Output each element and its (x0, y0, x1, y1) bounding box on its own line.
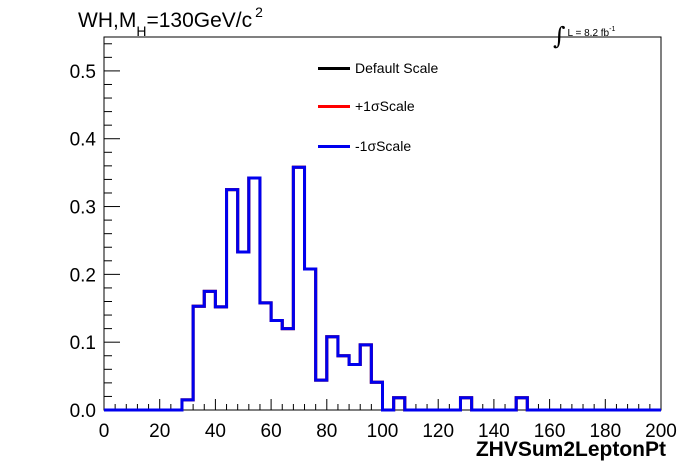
x-axis: 0 20 40 60 80 100 120 140 160 180 200 (99, 399, 677, 442)
plot-frame (103, 36, 662, 411)
y-tick-label: 0.1 (70, 333, 96, 354)
title-subscript: H (136, 23, 147, 39)
x-axis-label: ZHVSum2LeptonPt (475, 438, 666, 461)
y-tick-label: 0.3 (70, 198, 96, 219)
y-tick-label: 0.5 (70, 62, 96, 83)
legend-item-minus-sigma: -1σScale (318, 136, 411, 156)
x-tick-label: 120 (422, 421, 454, 442)
histogram-series (104, 165, 661, 412)
x-tick-label: 100 (367, 421, 399, 442)
plot-title: WH,MH=130GeV/c 2 (78, 4, 263, 39)
y-tick-label: 0.0 (70, 401, 96, 422)
legend-label-minus-sigma: -1σScale (355, 138, 412, 154)
x-tick-label: 20 (149, 421, 170, 442)
x-tick-label: 60 (261, 421, 282, 442)
title-prefix: WH,M (78, 9, 137, 32)
legend-swatch-plus-sigma (318, 104, 350, 108)
x-tick-label: 80 (316, 421, 337, 442)
integral-symbol: ∫ (553, 22, 566, 50)
legend-item-plus-sigma: +1σScale (318, 96, 415, 116)
series-line-2 (104, 165, 661, 412)
legend-swatch-minus-sigma (318, 144, 350, 148)
x-tick-label: 140 (478, 421, 510, 442)
x-tick-label: 200 (645, 421, 677, 442)
x-tick-label: 40 (205, 421, 226, 442)
legend-item-default: Default Scale (318, 58, 438, 78)
y-tick-label: 0.4 (70, 130, 97, 151)
title-mid: =130GeV/c (146, 9, 253, 32)
title-superscript: 2 (255, 4, 263, 20)
legend-swatch-default (318, 66, 350, 70)
series-line-0 (104, 165, 661, 412)
legend-label-plus-sigma: +1σScale (355, 98, 415, 114)
luminosity-superscript: -1 (609, 26, 616, 33)
y-tick-label: 0.2 (70, 265, 96, 286)
luminosity-label: ∫ L = 8.2 fb-1 (553, 14, 616, 50)
x-tick-label: 180 (589, 421, 621, 442)
legend-label-default: Default Scale (355, 60, 439, 76)
x-tick-label: 160 (534, 421, 566, 442)
y-axis: 0.0 0.1 0.2 0.3 0.4 0.5 (70, 43, 120, 422)
x-tick-label: 0 (99, 421, 110, 442)
series-line-1 (104, 165, 661, 412)
luminosity-text: L = 8.2 fb (567, 28, 610, 39)
